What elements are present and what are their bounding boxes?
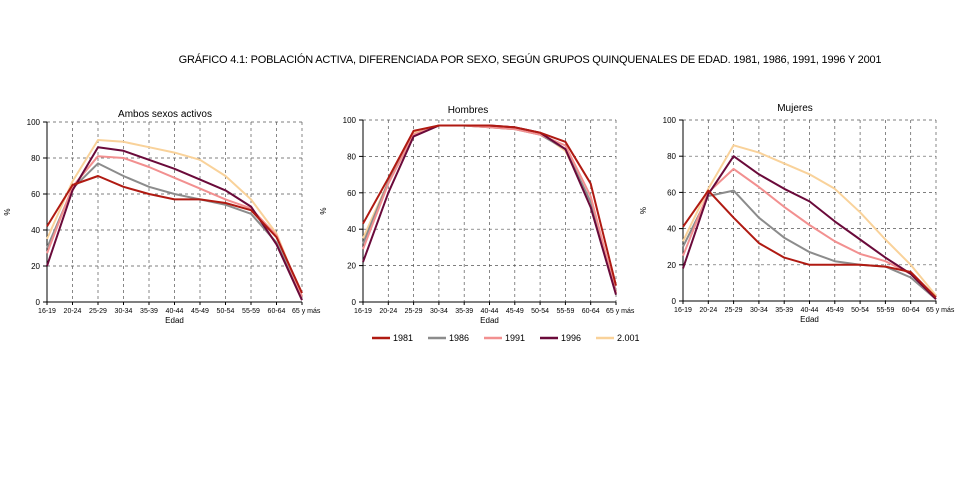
legend-item-1991: 1991 [484,333,525,343]
x-tick-label: 65 y más [926,307,955,314]
y-tick-label: 80 [31,154,40,163]
x-tick-label: 65 y más [606,308,635,315]
y-tick-label: 100 [27,118,41,127]
x-tick-label: 35-39 [455,308,473,315]
x-tick-label: 16-19 [38,308,56,315]
legend: 1981 1986 1991 1996 2.001 [372,333,640,343]
x-tick-label: 45-49 [826,307,844,314]
chart-panel-3: Mujeres 0 20 40 60 80 100 16-19 20-24 25-29 30-34 3… [639,103,955,324]
series-line-2001 [682,144,937,297]
legend-item-2001: 2.001 [596,333,640,343]
y-tick-label: 80 [667,152,676,161]
x-tick-label: 25-29 [89,308,107,315]
y-tick-label: 60 [667,188,676,197]
y-tick-label: 20 [667,261,676,270]
legend-item-1986: 1986 [428,333,469,343]
chart-title: Hombres [448,105,489,116]
x-tick-label: 30-34 [430,308,448,315]
x-tick-label: 50-54 [217,308,235,315]
legend-label: 1996 [561,333,581,343]
x-tick-label: 20-24 [699,307,717,314]
x-tick-label: 35-39 [140,308,158,315]
series-line-1991 [362,124,617,294]
grid [683,119,937,301]
y-tick-label: 100 [343,116,357,125]
series-line-2001 [46,139,303,297]
x-tick-label: 55-59 [876,307,894,314]
series-line-1981 [362,124,617,286]
grid [363,119,617,302]
legend-item-1996: 1996 [540,333,581,343]
y-tick-label: 60 [31,190,40,199]
x-tick-label: 30-34 [115,308,133,315]
x-tick-label: 65 y más [292,308,321,315]
x-tick-label: 16-19 [674,307,692,314]
x-tick-label: 16-19 [354,308,372,315]
series-line-1991 [682,167,937,300]
x-tick-label: 20-24 [379,308,397,315]
y-tick-label: 0 [352,298,357,307]
y-tick-label: 80 [347,152,356,161]
x-tick-label: 25-29 [405,308,423,315]
series-line-1996 [682,155,937,300]
series-line-1986 [46,162,303,298]
x-tick-label: 40-44 [166,308,184,315]
series-line-1981 [46,175,303,294]
series-line-1991 [46,155,303,297]
y-axis-label: % [639,207,648,214]
series-line-1986 [682,189,937,300]
x-tick-label: 35-39 [775,307,793,314]
legend-label: 2.001 [617,333,640,343]
legend-label: 1991 [505,333,525,343]
legend-label: 1986 [449,333,469,343]
x-tick-label: 25-29 [725,307,743,314]
y-tick-label: 20 [31,262,40,271]
y-axis-label: % [319,207,328,214]
y-tick-label: 20 [347,262,356,271]
chart-title: Ambos sexos activos [118,109,212,120]
x-tick-label: 55-59 [556,308,574,315]
x-tick-label: 55-59 [242,308,260,315]
series-line-1981 [682,189,937,299]
x-tick-label: 40-44 [481,308,499,315]
legend-item-1981: 1981 [372,333,413,343]
chart-panel-1: Ambos sexos activos 0 20 40 60 80 100 16-19 20-2… [3,109,321,325]
y-tick-label: 0 [36,298,41,307]
grid [47,121,303,302]
x-tick-label: 50-54 [531,308,549,315]
y-tick-label: 0 [672,297,677,306]
chart-title: Mujeres [777,103,813,114]
x-axis-label: Edad [480,316,499,325]
figure-title: GRÁFICO 4.1: POBLACIÓN ACTIVA, DIFERENCI… [178,54,882,66]
x-tick-label: 50-54 [851,307,869,314]
x-axis-label: Edad [165,316,184,325]
chart-panel-2: Hombres 0 20 40 60 80 100 16-19 20-24 25-29 30-34 3… [319,105,635,325]
x-tick-label: 60-64 [902,307,920,314]
y-tick-label: 40 [31,226,40,235]
y-tick-label: 40 [667,225,676,234]
x-tick-label: 60-64 [582,308,600,315]
x-tick-label: 60-64 [268,308,286,315]
x-axis-label: Edad [800,315,819,324]
x-tick-label: 45-49 [191,308,209,315]
legend-label: 1981 [393,333,413,343]
x-tick-label: 40-44 [801,307,819,314]
x-tick-label: 20-24 [64,308,82,315]
y-axis-label: % [3,208,12,215]
y-tick-label: 100 [663,116,677,125]
x-tick-label: 30-34 [750,307,768,314]
y-tick-label: 40 [347,225,356,234]
y-tick-label: 60 [347,189,356,198]
x-tick-label: 45-49 [506,308,524,315]
